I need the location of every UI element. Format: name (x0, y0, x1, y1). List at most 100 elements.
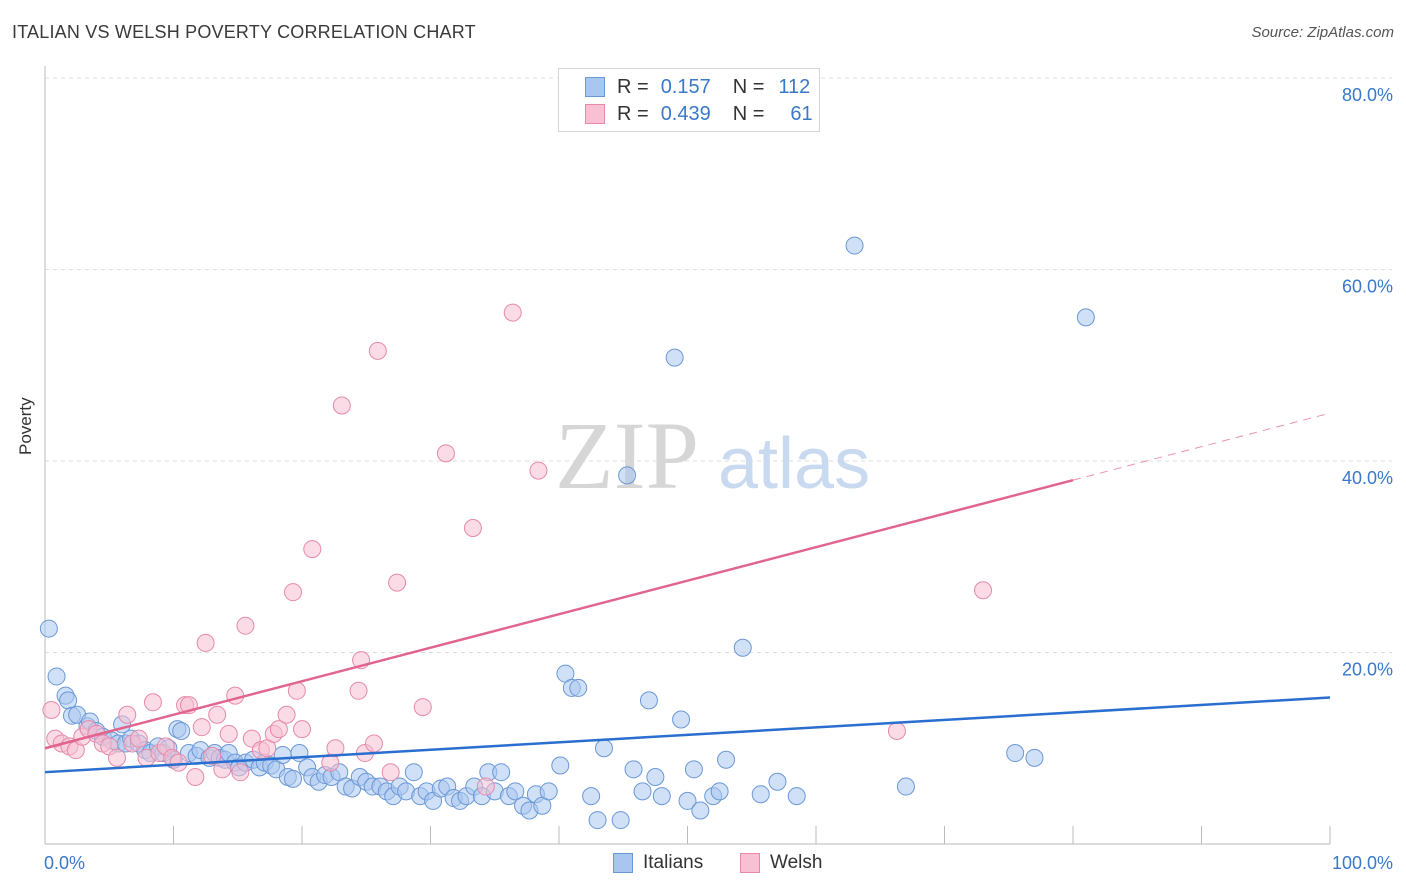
y-tick-label: 60.0% (1342, 277, 1393, 297)
data-point (845, 236, 864, 255)
x-tick-label: 100.0% (1332, 853, 1393, 873)
data-point (582, 787, 601, 806)
data-point (277, 705, 296, 724)
trend-lines (44, 412, 1331, 774)
y-tick-label: 80.0% (1342, 85, 1393, 105)
y-tick-label: 40.0% (1342, 468, 1393, 488)
data-point (887, 722, 906, 741)
data-point (381, 763, 400, 782)
legend-row-welsh: R = 0.439 N = 61 (585, 102, 813, 126)
grid-lines (45, 77, 1392, 653)
data-point (172, 722, 191, 741)
trend-line-welsh (44, 478, 1074, 750)
data-point (896, 777, 915, 796)
chart-title: ITALIAN VS WELSH POVERTY CORRELATION CHA… (12, 22, 476, 42)
trend-line-italians (44, 696, 1331, 774)
data-point (633, 782, 652, 801)
data-point (118, 705, 137, 724)
data-point (678, 791, 697, 810)
data-point (768, 772, 787, 791)
data-point (717, 750, 736, 769)
legend-swatch-welsh (740, 853, 760, 873)
data-point (529, 461, 548, 480)
data-point (974, 581, 993, 600)
n-label: N = (732, 102, 765, 125)
data-point (273, 745, 292, 764)
y-tick-label: 20.0% (1342, 660, 1393, 680)
data-point (787, 787, 806, 806)
watermark-zip: ZIP (555, 402, 699, 509)
r-label: R = (617, 102, 649, 125)
data-point (646, 767, 665, 786)
data-point (219, 724, 238, 743)
data-point (293, 720, 311, 739)
data-point (208, 705, 227, 724)
legend-item-welsh[interactable]: Welsh (740, 852, 822, 874)
data-point (332, 396, 351, 415)
n-value: 61 (790, 102, 813, 125)
data-point (594, 739, 613, 758)
data-point (129, 729, 148, 748)
data-point (1076, 308, 1095, 327)
source-label: Source: ZipAtlas.com (1251, 24, 1394, 41)
y-axis-label: Poverty (16, 397, 35, 455)
series-welsh (42, 303, 993, 796)
legend-row-italians: R = 0.157 N = 112 (585, 75, 810, 99)
data-point (303, 540, 322, 559)
data-point (672, 710, 691, 729)
data-point (107, 748, 126, 767)
data-point (192, 718, 211, 737)
data-point (47, 667, 66, 686)
data-point (624, 760, 643, 779)
data-point (639, 691, 658, 710)
r-label: R = (617, 75, 649, 98)
data-point (226, 686, 245, 705)
data-point (588, 811, 607, 830)
data-point (413, 698, 432, 717)
legend-swatch-italians (585, 77, 605, 97)
data-point (364, 734, 383, 753)
legend-swatch-welsh (585, 104, 605, 124)
data-point (326, 739, 345, 758)
data-point (751, 785, 770, 804)
data-point (691, 801, 710, 820)
data-point (569, 678, 588, 697)
legend-swatch-italians (613, 853, 633, 873)
correlation-legend: R = 0.157 N = 112 R = 0.439 N = 61 (558, 68, 820, 132)
data-point (1006, 744, 1025, 763)
data-point (236, 616, 255, 635)
watermark: ZIP atlas (555, 402, 870, 509)
n-value: 112 (778, 75, 811, 98)
x-tick-label: 0.0% (44, 853, 85, 873)
data-point (404, 763, 423, 782)
legend-item-italians[interactable]: Italians (613, 852, 703, 874)
data-point (42, 700, 61, 719)
data-point (169, 753, 188, 772)
data-point (196, 633, 215, 652)
data-point (388, 573, 407, 592)
series-legend: Italians Welsh (0, 852, 1406, 878)
data-point (551, 756, 570, 775)
data-point (39, 619, 58, 638)
legend-label-italians: Italians (643, 852, 704, 873)
data-point (1025, 748, 1044, 767)
data-point (665, 348, 684, 367)
data-point (186, 767, 205, 786)
r-value: 0.439 (660, 102, 711, 125)
data-point (733, 638, 752, 657)
data-point (539, 782, 558, 801)
data-point (284, 769, 303, 788)
r-value: 0.157 (660, 75, 711, 98)
data-point (618, 466, 637, 485)
legend-label-welsh: Welsh (770, 852, 823, 873)
data-point (652, 787, 671, 806)
data-point (436, 444, 455, 463)
data-point (611, 811, 630, 830)
data-point (368, 341, 387, 360)
tick-labels: 20.0% 40.0% 60.0% 80.0% 0.0% 100.0% (44, 85, 1393, 873)
series-italians (39, 236, 1095, 830)
data-point (231, 763, 250, 782)
data-point (269, 720, 288, 739)
data-point (503, 303, 522, 322)
